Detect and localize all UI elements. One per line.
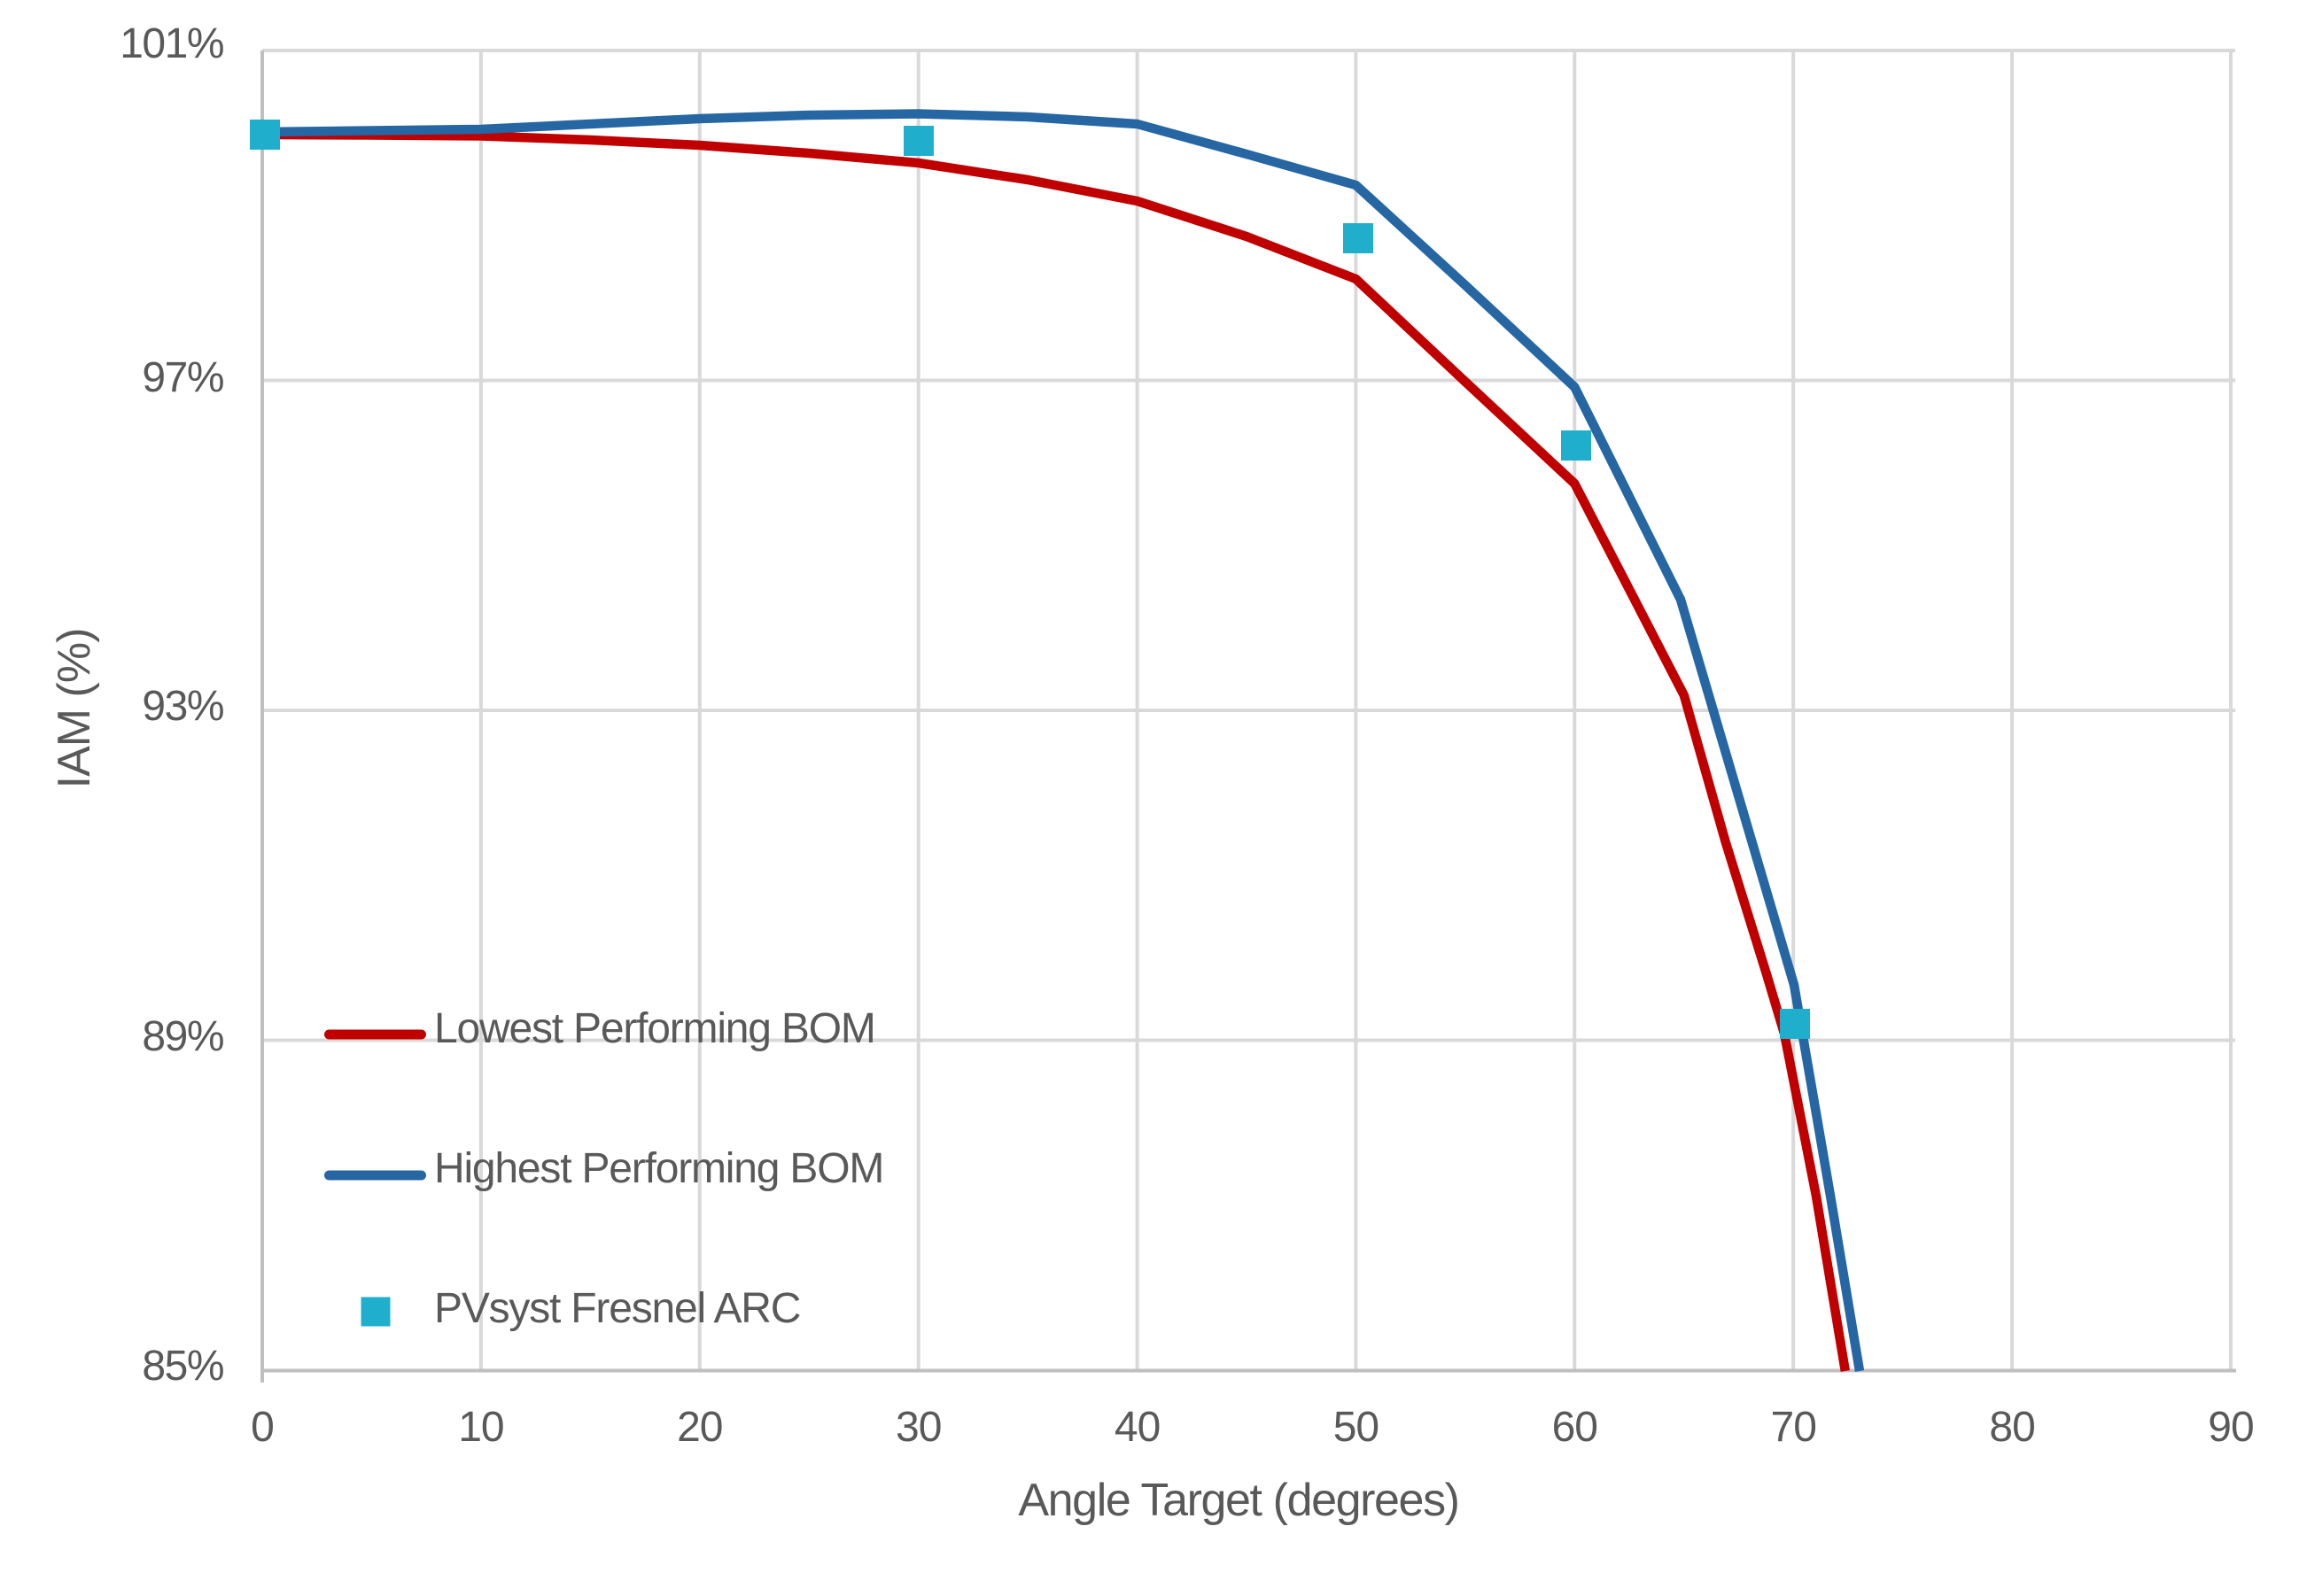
svg-text:60: 60 bbox=[1552, 1404, 1597, 1451]
svg-text:10: 10 bbox=[458, 1404, 503, 1451]
svg-text:97%: 97% bbox=[142, 354, 223, 401]
svg-text:20: 20 bbox=[677, 1404, 722, 1451]
svg-text:70: 70 bbox=[1771, 1404, 1816, 1451]
svg-text:85%: 85% bbox=[142, 1343, 223, 1390]
svg-text:Highest Performing BOM: Highest Performing BOM bbox=[434, 1145, 883, 1192]
svg-text:30: 30 bbox=[896, 1404, 941, 1451]
svg-text:IAM (%): IAM (%) bbox=[49, 629, 100, 789]
svg-text:90: 90 bbox=[2208, 1404, 2253, 1451]
svg-text:101%: 101% bbox=[120, 20, 223, 67]
svg-text:80: 80 bbox=[1989, 1404, 2034, 1451]
svg-text:Angle Target (degrees): Angle Target (degrees) bbox=[1018, 1475, 1458, 1526]
svg-text:89%: 89% bbox=[142, 1013, 223, 1060]
svg-text:50: 50 bbox=[1333, 1404, 1379, 1451]
svg-text:Lowest Performing BOM: Lowest Performing BOM bbox=[434, 1005, 875, 1052]
svg-text:40: 40 bbox=[1115, 1404, 1160, 1451]
svg-text:0: 0 bbox=[251, 1404, 274, 1451]
svg-text:93%: 93% bbox=[142, 683, 223, 730]
svg-text:PVsyst Fresnel ARC: PVsyst Fresnel ARC bbox=[434, 1285, 800, 1332]
